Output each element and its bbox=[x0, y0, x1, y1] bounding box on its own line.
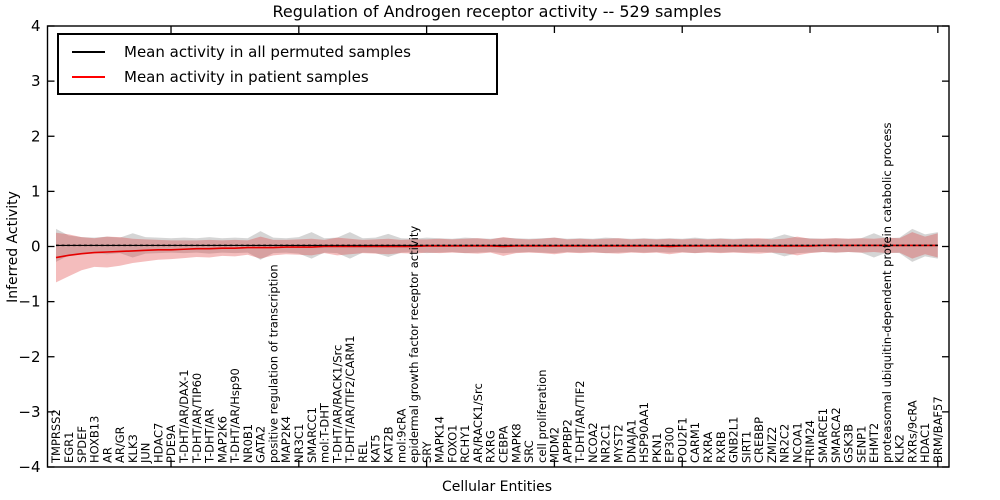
entity-label: REL bbox=[356, 441, 370, 463]
entity-label: GNB2L1 bbox=[727, 417, 741, 463]
entity-label: mol:9cRA bbox=[394, 409, 408, 463]
entity-label: MYST2 bbox=[612, 424, 626, 463]
legend-label-permuted: Mean activity in all permuted samples bbox=[124, 42, 411, 61]
entity-label: APPBP2 bbox=[560, 419, 574, 463]
entity-label: SMARCE1 bbox=[816, 408, 830, 463]
entity-label: NR0B1 bbox=[241, 424, 255, 463]
legend-entry-permuted: Mean activity in all permuted samples bbox=[72, 43, 496, 61]
entity-label: SENP1 bbox=[854, 426, 868, 463]
entity-label: DNAJA1 bbox=[624, 419, 638, 463]
entity-label: RXRA bbox=[701, 432, 715, 463]
permuted-line-swatch bbox=[72, 50, 105, 53]
x-axis-label: Cellular Entities bbox=[441, 479, 553, 495]
entity-label: RXRG bbox=[484, 430, 498, 463]
entity-label: TRIM24 bbox=[803, 420, 817, 464]
entity-label: NR3C1 bbox=[292, 424, 306, 463]
entity-label: FOXO1 bbox=[445, 425, 459, 463]
entity-label: ZMIZ2 bbox=[765, 427, 779, 463]
entity-label: TMPRSS2 bbox=[49, 409, 63, 464]
entity-label: PKN1 bbox=[650, 433, 664, 463]
entity-label: T-DHT/AR/DAX-1 bbox=[177, 369, 191, 464]
entity-label: MAP2K6 bbox=[215, 416, 229, 463]
entity-label: KLK2 bbox=[893, 434, 907, 463]
entity-label: NR2C1 bbox=[599, 424, 613, 463]
y-tick-label: 2 bbox=[31, 127, 41, 145]
y-tick-label: 4 bbox=[31, 17, 41, 35]
legend-label-patient: Mean activity in patient samples bbox=[124, 67, 369, 86]
entity-label: EP300 bbox=[663, 427, 677, 463]
entity-label: HSP90AA1 bbox=[637, 402, 651, 463]
entity-label: epidermal growth factor receptor activit… bbox=[407, 226, 421, 463]
entity-label: BRM/BAF57 bbox=[931, 396, 945, 463]
entity-label: cell proliferation bbox=[535, 369, 549, 463]
entity-label: T-DHT/AR/RACK1/Src bbox=[330, 345, 344, 464]
y-tick-label: 3 bbox=[31, 72, 41, 90]
entity-label: SIRT1 bbox=[739, 431, 753, 463]
y-tick-label: 1 bbox=[31, 182, 41, 200]
legend: Mean activity in all permuted samples Me… bbox=[57, 33, 498, 95]
entity-label: HOXB13 bbox=[88, 416, 102, 463]
entity-label: EGR1 bbox=[62, 432, 76, 464]
entity-label: RXRs/9cRA bbox=[905, 400, 919, 463]
entity-label: T-DHT/AR/TIF2 bbox=[573, 380, 587, 464]
entity-label: mol:T-DHT bbox=[318, 402, 332, 463]
entity-label: positive regulation of transcription bbox=[266, 264, 280, 463]
entity-label: RXRB bbox=[714, 431, 728, 463]
entity-label: NCOA1 bbox=[790, 422, 804, 463]
entity-label: T-DHT/AR/TIF2/CARM1 bbox=[343, 335, 357, 464]
entity-label: KAT5 bbox=[369, 434, 383, 463]
entity-label: POU2F1 bbox=[675, 417, 689, 463]
entity-label: GSK3B bbox=[842, 424, 856, 463]
entity-label: MDM2 bbox=[548, 427, 562, 463]
entity-label: MAPK14 bbox=[433, 416, 447, 463]
patient-line-swatch bbox=[72, 75, 105, 78]
entity-label: KLK3 bbox=[126, 434, 140, 463]
entity-label: PDE9A bbox=[164, 425, 178, 463]
entity-label: SRC bbox=[522, 440, 536, 463]
entity-label: GATA2 bbox=[254, 426, 268, 463]
entity-label: MAPK8 bbox=[509, 423, 523, 463]
entity-label: SMARCA2 bbox=[829, 407, 843, 463]
y-tick-label: −4 bbox=[18, 458, 40, 476]
chart-title: Regulation of Androgen receptor activity… bbox=[272, 2, 722, 21]
entity-label: CEBPA bbox=[497, 426, 511, 463]
entity-label: HDAC7 bbox=[151, 423, 165, 463]
legend-entry-patient: Mean activity in patient samples bbox=[72, 68, 496, 86]
entity-label: EHMT2 bbox=[867, 423, 881, 463]
entity-label: MAP2K4 bbox=[279, 416, 293, 463]
y-tick-label: −1 bbox=[18, 293, 40, 311]
entity-label: HDAC1 bbox=[918, 423, 932, 463]
entity-label: NCOA2 bbox=[586, 422, 600, 463]
entity-label: CARM1 bbox=[688, 422, 702, 463]
entity-label: SRY bbox=[420, 440, 434, 463]
entity-label: T-DHT/AR bbox=[203, 409, 217, 464]
entity-label: AR/GR bbox=[113, 426, 127, 463]
entity-label: AR/RACK1/Src bbox=[471, 383, 485, 463]
y-axis-label: Inferred Activity bbox=[5, 191, 21, 303]
y-tick-label: −2 bbox=[18, 348, 40, 366]
y-tick-label: −3 bbox=[18, 403, 40, 421]
entity-label: proteasomal ubiquitin-dependent protein … bbox=[880, 122, 894, 463]
entity-label: KAT2B bbox=[381, 426, 395, 463]
entity-label: CREBBP bbox=[752, 417, 766, 463]
entity-label: JUN bbox=[139, 443, 153, 464]
entity-label: SMARCC1 bbox=[305, 407, 319, 463]
entity-label: T-DHT/AR/TIP60 bbox=[190, 373, 204, 464]
entity-label: NR2C2 bbox=[778, 424, 792, 463]
entity-label: T-DHT/AR/Hsp90 bbox=[228, 368, 242, 464]
entity-label: SPDEF bbox=[75, 426, 89, 463]
entity-label: RCHY1 bbox=[458, 425, 472, 463]
entity-label: AR bbox=[100, 447, 114, 463]
y-tick-label: 0 bbox=[31, 238, 41, 256]
